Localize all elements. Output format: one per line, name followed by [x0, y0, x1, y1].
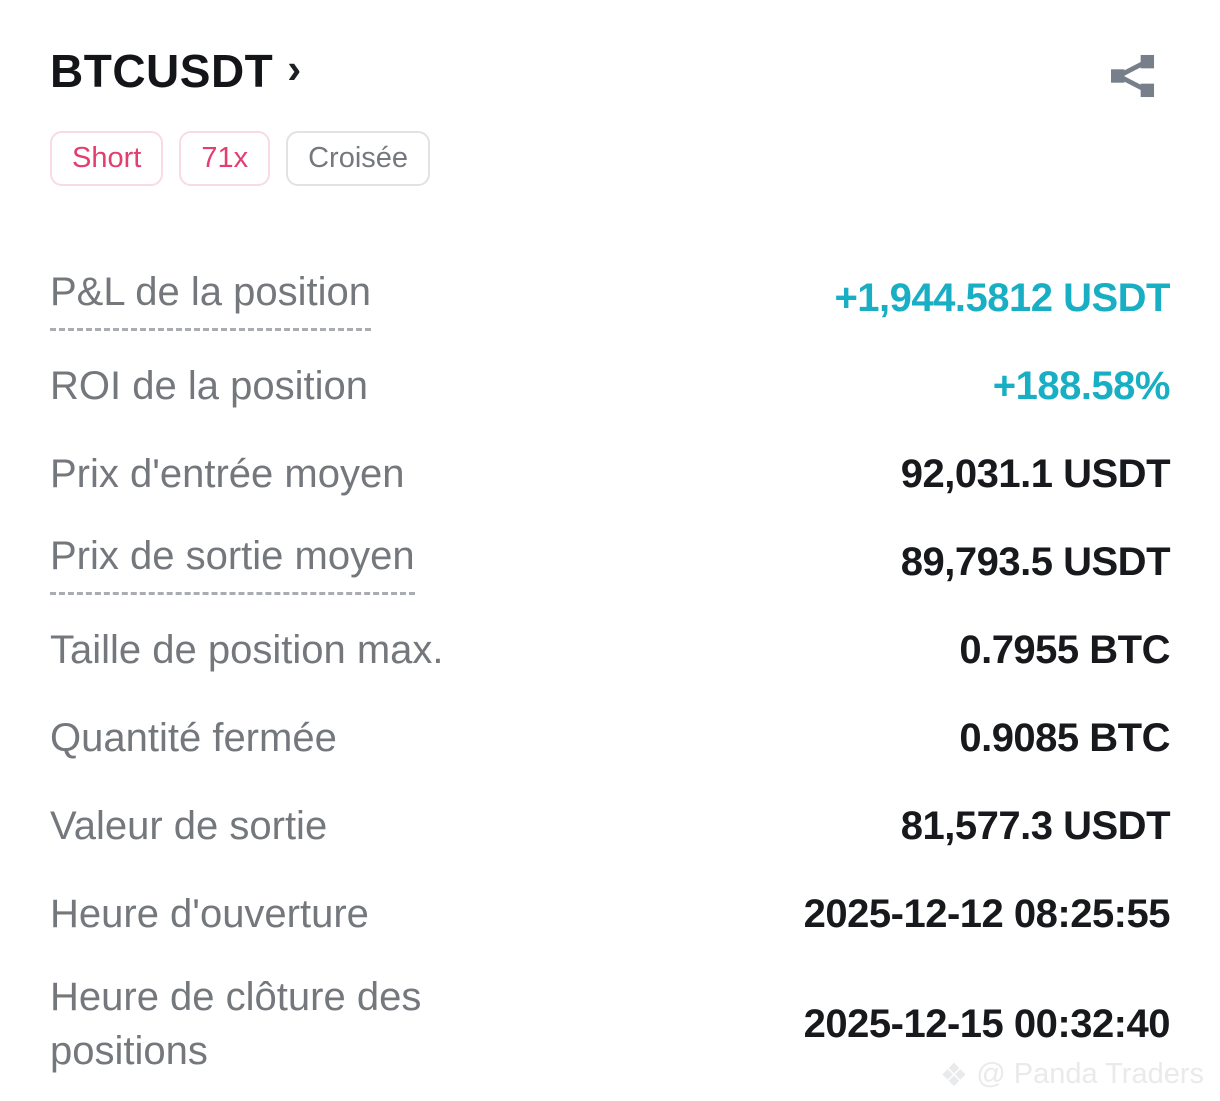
detail-row-value: +188.58% [992, 363, 1171, 408]
detail-row-label[interactable]: P&L de la position [50, 265, 371, 331]
header: BTCUSDT › [50, 44, 1170, 105]
detail-row-label: Valeur de sortie [50, 804, 328, 848]
detail-row-label: Heure d'ouverture [50, 892, 369, 936]
detail-row-label: ROI de la position [50, 364, 368, 408]
chevron-right-icon: › [287, 45, 302, 92]
detail-row: ROI de la position +188.58% [50, 342, 1171, 430]
detail-row-value: 81,577.3 USDT [900, 803, 1171, 848]
position-badges: Short 71x Croisée [50, 131, 1170, 186]
detail-row-label: Prix d'entrée moyen [50, 452, 405, 496]
detail-row-label[interactable]: Prix de sortie moyen [50, 529, 415, 595]
badge-short: Short [50, 131, 164, 186]
detail-row-value: 2025-12-12 08:25:55 [803, 891, 1171, 936]
detail-row-label: Quantité fermée [50, 716, 337, 760]
detail-row-label: Taille de position max. [50, 628, 444, 672]
detail-row: Prix de sortie moyen 89,793.5 USDT [50, 518, 1171, 606]
detail-row: Heure de clôture des positions 2025-12-1… [50, 958, 1171, 1090]
symbol-title: BTCUSDT [50, 45, 274, 97]
detail-row-value: 92,031.1 USDT [900, 451, 1171, 496]
detail-row: Quantité fermée 0.9085 BTC [50, 694, 1170, 782]
detail-row-value: 0.9085 BTC [959, 715, 1170, 760]
detail-row: P&L de la position +1,944.5812 USDT [50, 254, 1170, 342]
badge-croisée: Croisée [286, 131, 431, 186]
badge-71x: 71x [179, 131, 271, 186]
share-button[interactable] [1106, 50, 1160, 105]
position-details: P&L de la position +1,944.5812 USDT ROI … [50, 254, 1171, 1090]
detail-row-value: 0.7955 BTC [959, 627, 1170, 672]
share-icon [1110, 54, 1156, 101]
detail-row: Prix d'entrée moyen 92,031.1 USDT [50, 430, 1171, 518]
detail-row: Heure d'ouverture 2025-12-12 08:25:55 [50, 870, 1171, 958]
symbol-selector[interactable]: BTCUSDT › [50, 44, 301, 98]
detail-row-value: 89,793.5 USDT [900, 539, 1171, 584]
detail-row-value: +1,944.5812 USDT [834, 275, 1170, 320]
detail-row: Valeur de sortie 81,577.3 USDT [50, 782, 1171, 870]
detail-row-value: 2025-12-15 00:32:40 [803, 1001, 1171, 1046]
detail-row: Taille de position max. 0.7955 BTC [50, 606, 1170, 694]
detail-row-label: Heure de clôture des positions [50, 975, 422, 1073]
